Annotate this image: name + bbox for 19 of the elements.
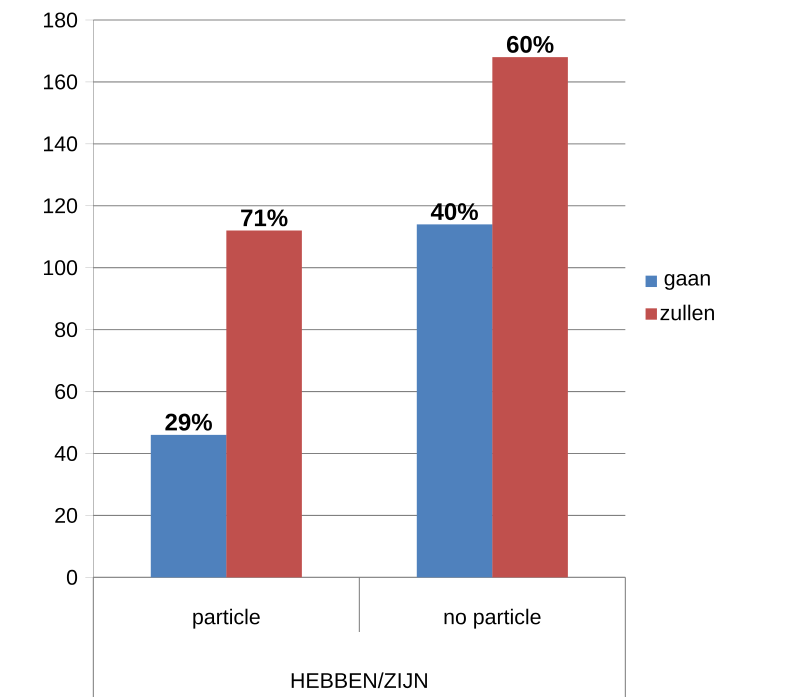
y-tick-label: 40 xyxy=(54,446,78,462)
legend-label: zullen xyxy=(660,304,714,320)
annotation: 29% xyxy=(165,414,212,431)
y-tick-label: 160 xyxy=(44,74,78,90)
annotation: 60% xyxy=(506,36,554,53)
annotation: 40% xyxy=(430,203,478,220)
legend-label: gaan xyxy=(664,274,710,290)
y-tick-label: 100 xyxy=(44,260,78,276)
y-tick-label: 20 xyxy=(55,508,78,523)
y-tick-label: 120 xyxy=(44,198,78,214)
y-tick-label: 180 xyxy=(44,12,78,28)
x-tick-label: no particle xyxy=(444,608,541,629)
y-tick-label: 140 xyxy=(44,136,78,152)
y-tick-label: 60 xyxy=(55,384,78,400)
y-tick-label: 80 xyxy=(55,322,78,338)
x-axis-title: HEBBEN/ZIJN xyxy=(292,672,427,688)
annotation: 71% xyxy=(241,209,288,226)
x-tick-label: particle xyxy=(193,608,260,629)
y-tick-label: 0 xyxy=(66,570,78,585)
